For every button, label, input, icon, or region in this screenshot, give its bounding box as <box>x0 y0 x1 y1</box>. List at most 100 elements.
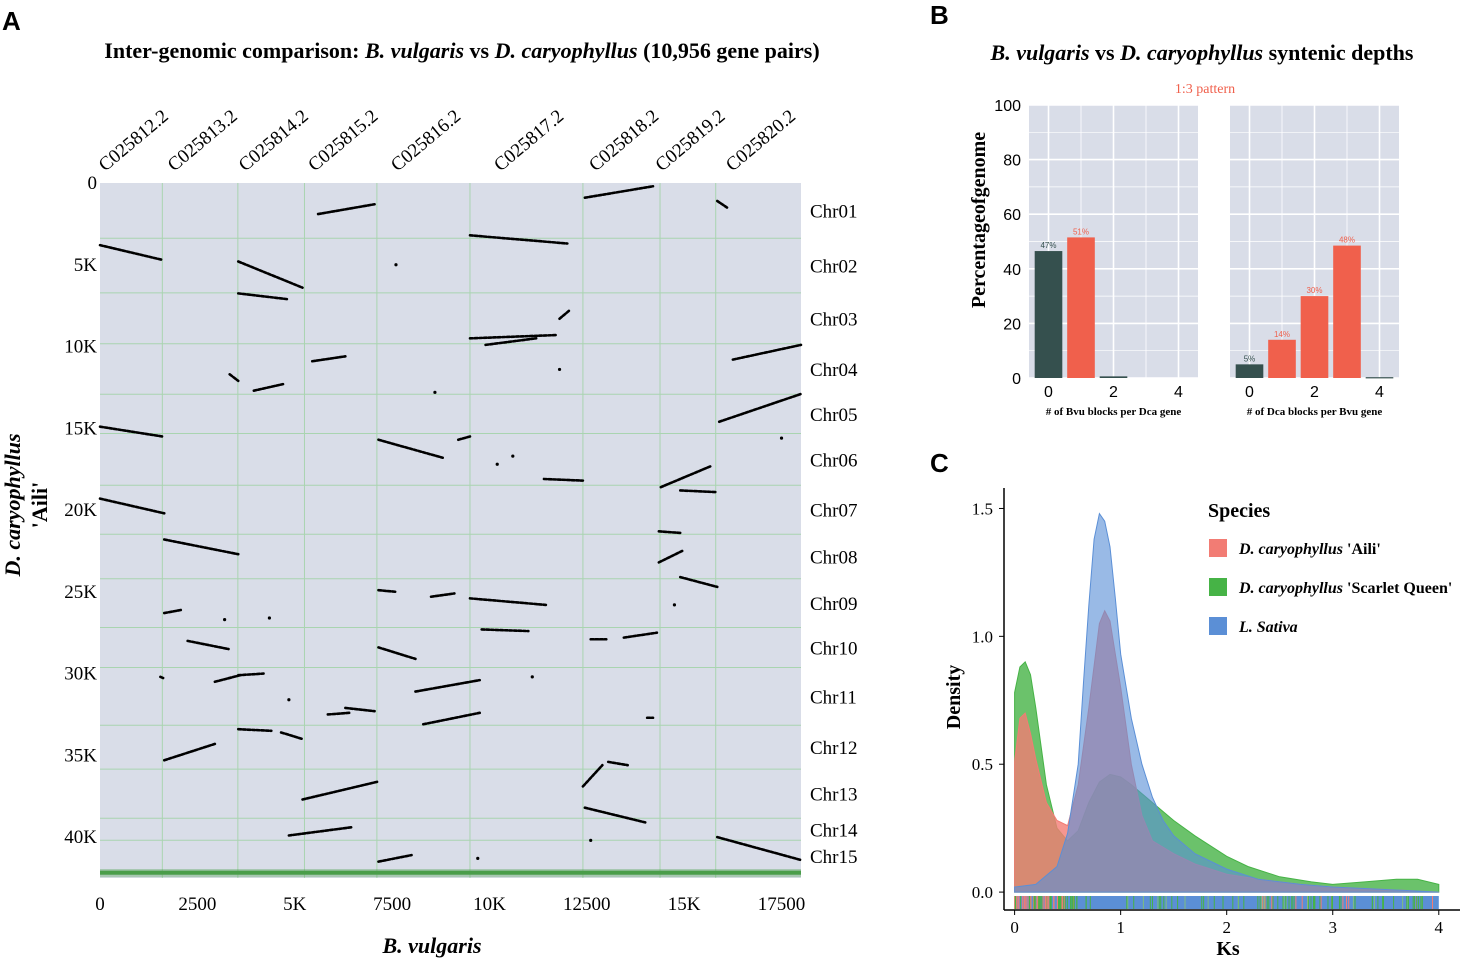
dotplot-point <box>530 675 534 679</box>
dotplot-segments <box>98 184 803 863</box>
dotplot-chromosome-label: Chr07 <box>810 501 858 522</box>
depths-x-axis-label: # of Bvu blocks per Dca gene <box>1046 406 1182 418</box>
dotplot-point <box>511 454 515 458</box>
dotplot-chromosome-label: Chr05 <box>810 405 858 426</box>
dotplot-contig-label: C025815.2 <box>304 106 382 176</box>
dotplot-collinear-block <box>186 639 230 651</box>
ks-x-tick-label: 3 <box>1328 918 1337 937</box>
depths-subtitle: 1:3 pattern <box>1175 82 1235 97</box>
depths-y-tick-label: 60 <box>1003 207 1021 224</box>
dotplot-y-label-line2: 'Aili' <box>27 482 52 528</box>
ks-y-tick-label: 1.0 <box>972 627 993 646</box>
dotplot-y-ticks: 0 5K 10K 15K 20K 25K 30K 35K 40K <box>64 173 97 848</box>
dotplot-x-ticks: 0 2500 5K 7500 10K 12500 15K 17500 <box>95 894 805 915</box>
dotplot-collinear-block <box>236 260 304 289</box>
dotplot-point <box>557 367 562 372</box>
depths-facet-2: 5% 14% 30% 48% 0 2 4 # of Dca blocks per Bvu ge… <box>1230 104 1399 418</box>
dotplot-y-tick-label: 0 <box>88 173 98 194</box>
dotplot-collinear-block <box>326 711 351 716</box>
dotplot-collinear-block <box>236 672 265 677</box>
dotplot-collinear-block <box>622 631 659 639</box>
dotplot-collinear-block <box>583 184 655 200</box>
dotplot-collinear-block <box>98 497 166 515</box>
dotplot-panel: Inter-genomic comparison: B. vulgaris vs… <box>0 38 858 958</box>
dotplot-y-tick-label: 5K <box>74 255 98 276</box>
dotplot-collinear-block <box>301 780 380 801</box>
ks-axes: 0 1 2 3 4 0.0 0.5 1.0 1.5 <box>972 488 1460 937</box>
dotplot-collinear-block <box>715 835 803 862</box>
dotplot-y-tick-label: 25K <box>64 582 97 603</box>
dotplot-contig-label: C025817.2 <box>490 106 568 176</box>
dotplot-chromosome-label: Chr08 <box>810 548 858 569</box>
dotplot-contig-label: C025820.2 <box>722 106 800 176</box>
dotplot-collinear-block <box>279 731 304 741</box>
depths-bar <box>1099 376 1128 378</box>
ks-legend-entry: D. caryophyllus 'Scarlet Queen' <box>1238 580 1452 597</box>
dotplot-collinear-block <box>98 425 164 438</box>
dotplot-x-tick-label: 17500 <box>758 894 806 915</box>
depths-bar-label: 30% <box>1306 286 1322 295</box>
depths-facet-1: 47% 51% 0 2 4 # of Bvu blocks per Dca gene <box>1029 104 1198 418</box>
dotplot-point <box>495 462 499 466</box>
dotplot-collinear-block <box>414 678 482 693</box>
dotplot-collinear-block <box>377 588 398 594</box>
depths-bar-label: 5% <box>1244 354 1256 363</box>
ks-legend-title: Species <box>1208 500 1270 522</box>
dotplot-collinear-block <box>316 202 376 216</box>
dotplot-collinear-block <box>715 199 729 209</box>
dotplot-contig-label: C025816.2 <box>387 106 465 176</box>
depths-bar-label: 47% <box>1040 241 1056 250</box>
depths-panel: B. vulgaris vs D. caryophyllus syntenic … <box>968 40 1414 418</box>
dotplot-chromosome-label: Chr09 <box>810 594 858 615</box>
dotplot-x-tick-label: 5K <box>283 894 307 915</box>
depths-y-tick-label: 20 <box>1003 316 1021 333</box>
dotplot-collinear-block <box>236 727 273 733</box>
ks-y-tick-label: 0.0 <box>972 883 993 902</box>
depths-title: B. vulgaris vs D. caryophyllus syntenic … <box>990 40 1414 65</box>
dotplot-point <box>287 698 291 702</box>
depths-bar-label: 48% <box>1339 236 1355 245</box>
depths-y-tick-label: 40 <box>1003 262 1021 279</box>
depths-x-tick-label: 2 <box>1310 384 1319 401</box>
depths-bar <box>1365 377 1394 379</box>
depths-x-tick-label: 2 <box>1109 384 1118 401</box>
dotplot-chromosome-label: Chr12 <box>810 738 858 759</box>
ks-rug-base <box>1014 896 1439 909</box>
depths-y-tick-label: 100 <box>994 98 1021 115</box>
panel-label-a: A <box>2 6 21 36</box>
ks-legend-entry: D. caryophyllus 'Aili' <box>1238 541 1381 558</box>
dotplot-point <box>476 856 480 860</box>
dotplot-collinear-block <box>162 742 217 762</box>
dotplot-x-tick-label: 15K <box>668 894 701 915</box>
dotplot-collinear-block <box>429 592 456 599</box>
dotplot-chromosome-label: Chr06 <box>810 450 858 471</box>
depths-bar <box>1067 237 1095 378</box>
ks-x-axis-label: Ks <box>1216 938 1240 958</box>
dotplot-collinear-block <box>159 675 166 680</box>
dotplot-collinear-block <box>659 464 713 489</box>
dotplot-collinear-block <box>344 706 376 713</box>
dotplot-point <box>223 618 227 622</box>
dotplot-chromosome-label: Chr10 <box>810 639 858 660</box>
dotplot-band <box>100 870 801 875</box>
dotplot-point <box>394 263 398 267</box>
depths-bar-label: 51% <box>1073 227 1089 236</box>
dotplot-y-label-line1: D. caryophyllus <box>0 434 25 578</box>
dotplot-collinear-block <box>213 673 242 684</box>
depths-y-tick-label: 80 <box>1003 153 1021 170</box>
dotplot-collinear-block <box>581 763 604 788</box>
depths-x-tick-label: 4 <box>1174 384 1183 401</box>
dotplot-chromosome-label: Chr03 <box>810 309 858 330</box>
dotplot-collinear-block <box>606 760 629 767</box>
ks-legend: Species D. caryophyllus 'Aili' D. caryoph… <box>1208 500 1452 636</box>
dotplot-point <box>779 436 784 440</box>
ks-legend-swatch <box>1209 617 1227 635</box>
dotplot-y-tick-label: 10K <box>64 337 97 358</box>
dotplot-x-tick-label: 7500 <box>373 894 411 915</box>
dotplot-chromosome-label: Chr13 <box>810 785 858 806</box>
dotplot-collinear-block <box>657 549 684 564</box>
dotplot-collinear-block <box>421 711 482 726</box>
depths-bar <box>1268 339 1296 378</box>
ks-legend-species: D. caryophyllus <box>1238 580 1343 597</box>
